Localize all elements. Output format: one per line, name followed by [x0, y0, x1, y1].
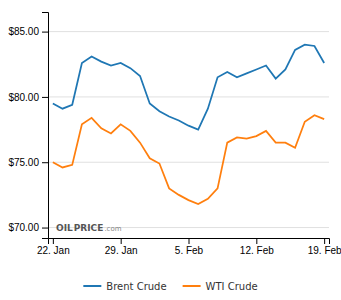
tick-mark: [42, 162, 48, 163]
legend-swatch: [83, 285, 101, 287]
annotations: OILPRICE.com: [56, 223, 122, 233]
legend-label: WTI Crude: [206, 281, 258, 292]
legend-swatch: [183, 285, 201, 287]
x-axis: 22. Jan 29. Jan 5. Feb 12. Feb 19. Feb: [37, 238, 341, 256]
tick: 12. Feb: [240, 238, 274, 256]
series-line: [53, 45, 324, 130]
tick-label: 19. Feb: [308, 245, 341, 256]
lines: [53, 45, 324, 204]
legend-item: Brent Crude: [83, 281, 166, 292]
tick-label: 12. Feb: [240, 245, 274, 256]
tick: 29. Jan: [105, 238, 138, 256]
tick-label: $80.00: [8, 92, 39, 103]
tick: 22. Jan: [37, 238, 70, 256]
chart: 22. Jan 29. Jan 5. Feb 12. Feb 19. Feb $70.00…: [0, 0, 341, 300]
tick-mark: [189, 238, 190, 244]
tick: 5. Feb: [175, 238, 204, 256]
tick: $75.00: [8, 157, 48, 168]
tick: 19. Feb: [308, 238, 341, 256]
tick-mark: [121, 238, 122, 244]
tick-mark: [42, 228, 48, 229]
y-axis: $70.00 $75.00 $80.00 $85.00: [8, 13, 48, 239]
tick: $70.00: [8, 222, 48, 233]
axis-line: [49, 239, 330, 245]
tick: $80.00: [8, 92, 48, 103]
annotation: .com: [104, 225, 121, 233]
annotation: PRICE: [74, 223, 104, 233]
grid-line: [48, 31, 329, 32]
plot: 22. Jan 29. Jan 5. Feb 12. Feb 19. Feb $70.00…: [8, 13, 341, 257]
tick-label: $70.00: [8, 222, 39, 233]
grid-line: [48, 162, 329, 163]
legend-item: WTI Crude: [183, 281, 258, 292]
legend-label: Brent Crude: [106, 281, 166, 292]
tick: $85.00: [8, 26, 48, 37]
tick-mark: [53, 238, 54, 244]
tick-mark: [256, 238, 257, 244]
tick-label: 5. Feb: [175, 245, 204, 256]
grid: [48, 32, 329, 228]
tick-mark: [324, 238, 325, 244]
axis-line: [42, 13, 49, 239]
tick-mark: [42, 97, 48, 98]
grid-line: [48, 96, 329, 97]
tick-label: $85.00: [8, 26, 39, 37]
tick-label: $75.00: [8, 157, 39, 168]
annotation: OIL: [56, 223, 73, 233]
tick-mark: [42, 32, 48, 33]
tick-label: 29. Jan: [105, 245, 138, 256]
tick-label: 22. Jan: [37, 245, 70, 256]
series-line: [53, 115, 324, 204]
legend: Brent Crude WTI Crude: [83, 281, 257, 292]
